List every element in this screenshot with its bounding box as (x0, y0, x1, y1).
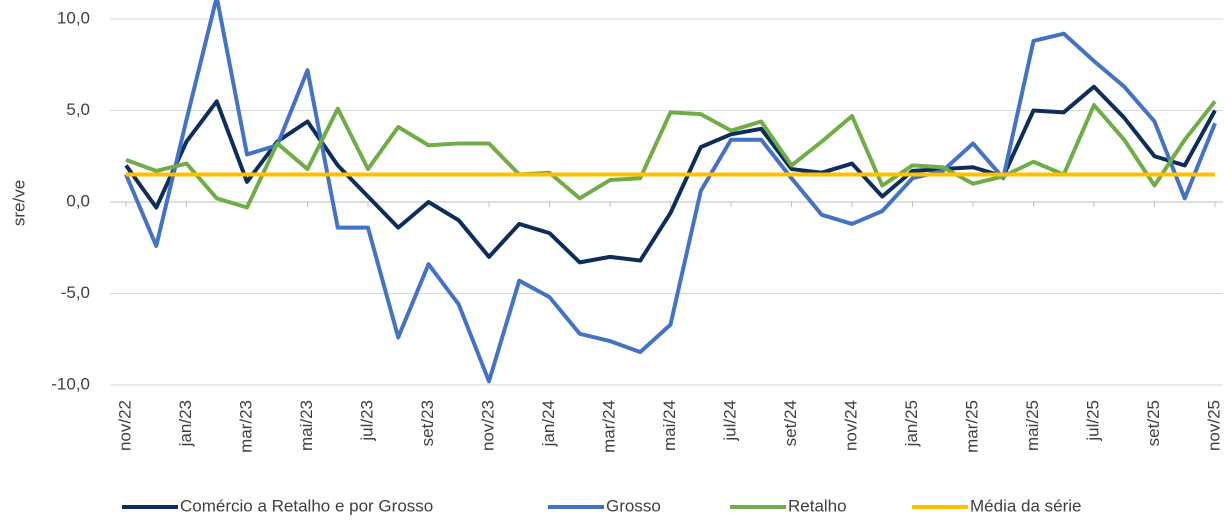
legend-label: Comércio a Retalho e por Grosso (180, 496, 433, 515)
x-tick-label: mar/24 (599, 400, 618, 453)
y-tick-label: -10,0 (51, 374, 90, 393)
x-tick-label: nov/24 (841, 400, 860, 451)
y-tick-label: 5,0 (66, 100, 90, 119)
x-tick-label: mai/25 (1023, 400, 1042, 451)
x-tick-label: mai/24 (660, 400, 679, 451)
x-tick-label: jul/25 (1083, 400, 1102, 442)
y-tick-label: 0,0 (66, 191, 90, 210)
x-tick-label: jan/24 (539, 400, 558, 447)
y-tick-label: -5,0 (61, 283, 90, 302)
x-tick-label: set/25 (1144, 400, 1163, 446)
legend-label: Grosso (606, 496, 661, 515)
series-line (124, 84, 1217, 265)
x-tick-label: jul/23 (357, 400, 376, 442)
x-tick-label: jul/24 (720, 400, 739, 442)
x-tick-label: set/24 (781, 400, 800, 446)
x-tick-label: mar/23 (236, 400, 255, 453)
legend-label: Retalho (788, 496, 847, 515)
x-tick-label: nov/22 (115, 400, 134, 451)
x-tick-label: nov/25 (1204, 400, 1223, 451)
legend-label: Média da série (970, 496, 1082, 515)
x-tick-label: mar/25 (962, 400, 981, 453)
x-tick-label: mai/23 (297, 400, 316, 451)
series-line (124, 0, 1217, 384)
x-tick-label: nov/23 (478, 400, 497, 451)
x-tick-label: set/23 (418, 400, 437, 446)
y-tick-label: 10,0 (57, 8, 90, 27)
x-tick-label: jan/25 (902, 400, 921, 447)
x-tick-label: jan/23 (176, 400, 195, 447)
y-axis-label: sre/ve (9, 180, 28, 226)
series-line (125, 100, 1217, 210)
